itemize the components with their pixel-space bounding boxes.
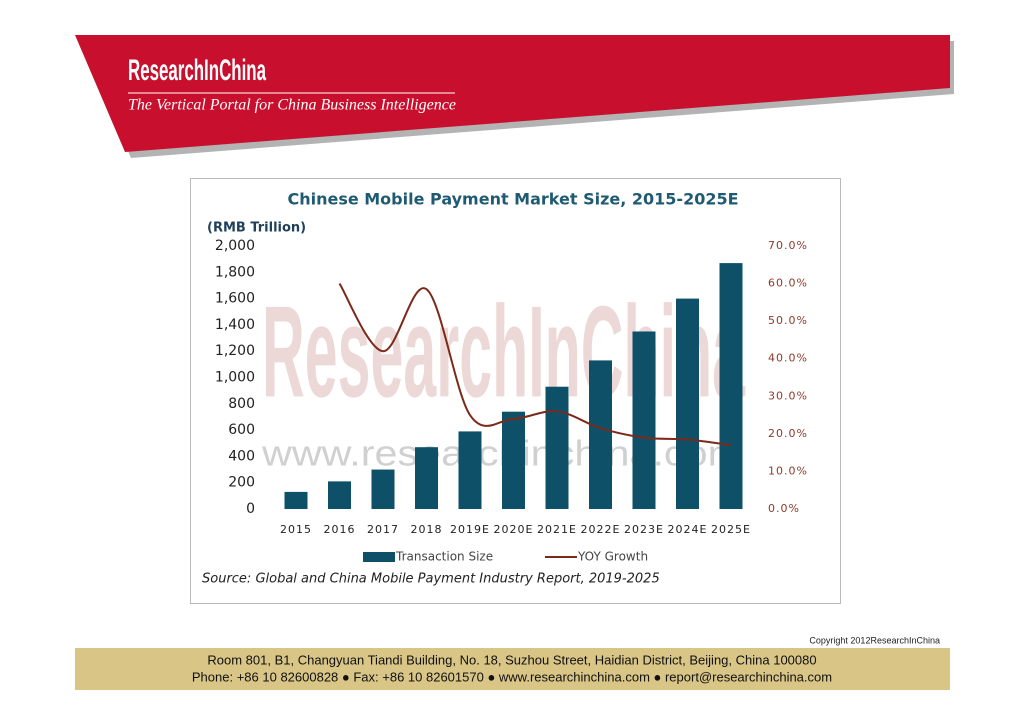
plot: ResearchInChinawww.researchinchina.com02…: [215, 238, 808, 564]
y-tick-label: 1,600: [215, 291, 255, 307]
y-tick-label: 1,400: [215, 317, 255, 333]
bar: [632, 331, 656, 509]
footer-contact: Phone: +86 10 82600828 ● Fax: +86 10 826…: [192, 669, 832, 684]
bar: [589, 360, 612, 509]
y2-tick-label: 40.0%: [768, 352, 808, 365]
y2-tick-label: 10.0%: [768, 464, 808, 477]
legend-swatch: [363, 552, 395, 562]
y2-tick-label: 20.0%: [768, 427, 808, 440]
y-tick-label: 800: [228, 396, 255, 412]
bar: [415, 447, 438, 509]
bar: [502, 411, 525, 509]
bar: [458, 431, 482, 509]
header-band: [75, 35, 950, 152]
bar: [371, 469, 395, 509]
y-tick-label: 2,000: [215, 238, 255, 254]
footer-address: Room 801, B1, Changyuan Tiandi Building,…: [207, 652, 816, 667]
x-tick-label: 2022E: [581, 523, 621, 536]
y2-tick-label: 30.0%: [768, 389, 808, 402]
y-tick-label: 400: [228, 448, 255, 464]
footer-band: [75, 648, 950, 690]
y-tick-label: 1,800: [215, 264, 255, 280]
x-tick-label: 2019E: [450, 523, 490, 536]
copyright: Copyright 2012ResearchInChina: [809, 635, 940, 645]
line: [338, 283, 732, 447]
x-tick-label: 2021E: [537, 523, 577, 536]
y2-tick-label: 70.0%: [768, 239, 808, 252]
x-tick-label: 2016: [324, 523, 356, 536]
x-tick-label: 2023E: [624, 523, 664, 536]
watermark: ResearchInChina: [262, 278, 746, 424]
x-tick-label: 2017: [367, 523, 399, 536]
y-axis-label: (RMB Trillion): [207, 221, 306, 236]
bar: [545, 386, 569, 509]
y-tick-label: 1,000: [215, 370, 255, 386]
bar: [328, 481, 351, 509]
y-tick-label: 200: [228, 475, 255, 491]
x-tick-label: 2015: [280, 523, 312, 536]
legend-label: Transaction Size: [395, 550, 493, 564]
y-tick-label: 0: [246, 501, 255, 517]
chart-title: Chinese Mobile Payment Market Size, 2015…: [287, 190, 738, 209]
y2-tick-label: 50.0%: [768, 314, 808, 327]
tagline: The Vertical Portal for China Business I…: [128, 97, 456, 114]
source: Source: Global and China Mobile Payment …: [202, 572, 660, 587]
bar: [284, 491, 308, 509]
y2-tick-label: 0.0%: [768, 502, 800, 515]
legend-label: YOY Growth: [577, 550, 648, 564]
bar: [676, 298, 699, 509]
y-tick-label: 600: [228, 422, 255, 438]
x-tick-label: 2018: [411, 523, 443, 536]
x-tick-label: 2024E: [668, 523, 708, 536]
bar: [719, 263, 743, 509]
x-tick-label: 2020E: [494, 523, 534, 536]
x-tick-label: 2025E: [711, 523, 751, 536]
y2-tick-label: 60.0%: [768, 277, 808, 290]
y-tick-label: 1,200: [215, 343, 255, 359]
logo: ResearchInChina: [128, 54, 266, 87]
